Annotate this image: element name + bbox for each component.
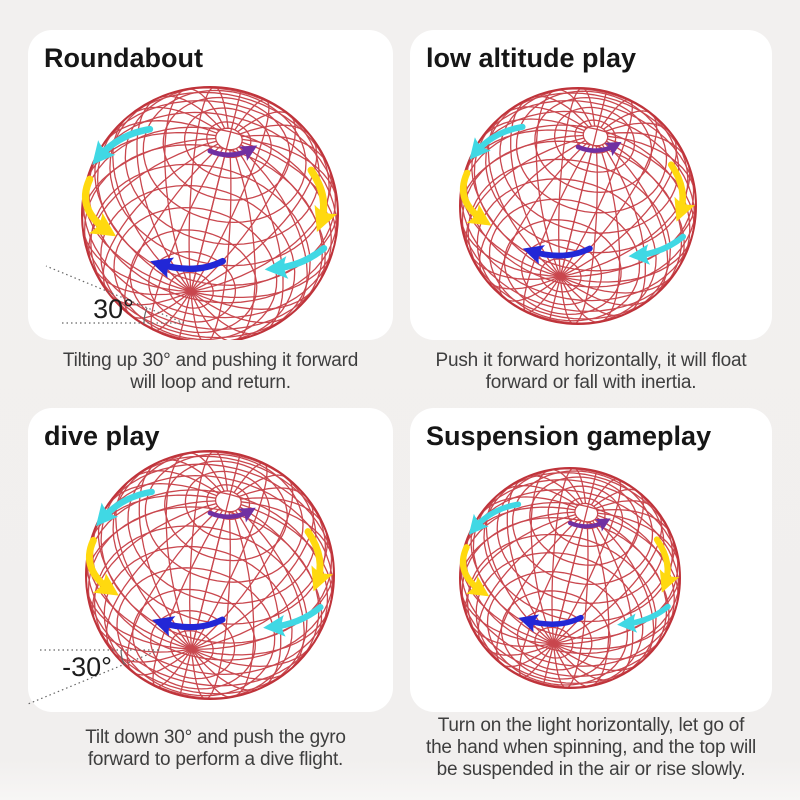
caption-suspension: Turn on the light horizontally, let go o… xyxy=(400,715,782,781)
panel-title: dive play xyxy=(44,421,160,451)
wireframe-sphere xyxy=(85,450,335,700)
sphere-rim xyxy=(85,450,335,700)
caption-low-altitude: Push it forward horizontally, it will fl… xyxy=(410,350,772,394)
panel-roundabout: Roundabout 30° xyxy=(28,30,393,340)
spin-arrow-blue-front xyxy=(152,616,226,637)
panel-suspension: Suspension gameplay xyxy=(410,408,772,712)
spin-arrows xyxy=(459,501,680,633)
spin-arrow-yellow-right xyxy=(304,528,334,592)
angle-label: 30° xyxy=(93,294,134,324)
gyro-sphere-illustration xyxy=(85,450,335,700)
angle-tilt-line xyxy=(28,649,160,705)
panel-title: Suspension gameplay xyxy=(426,421,712,451)
wireframe-sphere xyxy=(459,467,681,689)
spin-arrow-blue-front xyxy=(150,257,226,279)
panel-title: Roundabout xyxy=(44,43,203,73)
panel-dive: dive play -30° xyxy=(28,408,393,712)
caption-roundabout: Tilting up 30° and pushing it forward wi… xyxy=(28,350,393,394)
spin-arrow-yellow-left xyxy=(459,544,490,597)
spin-arrow-purple-pole xyxy=(575,141,622,157)
spin-arrows xyxy=(460,123,696,265)
spin-arrow-cyan-right xyxy=(263,604,324,637)
tilt-angle-annotation xyxy=(45,265,185,324)
spin-arrow-purple-pole xyxy=(207,145,258,161)
spin-arrow-cyan-upper-left xyxy=(468,501,522,535)
spin-arrow-yellow-left xyxy=(85,536,119,596)
gyro-sphere-illustration xyxy=(459,467,681,689)
caption-line: Push it forward horizontally, it will fl… xyxy=(435,350,747,371)
spin-arrows xyxy=(85,488,334,637)
caption-line: Turn on the light horizontally, let go o… xyxy=(437,715,745,736)
spin-arrow-cyan-right xyxy=(617,603,671,633)
spin-arrow-purple-pole xyxy=(567,518,611,532)
spin-arrow-yellow-left xyxy=(81,175,117,237)
caption-line: forward or fall with inertia. xyxy=(485,372,697,393)
angle-arc xyxy=(143,307,148,324)
angle-label: -30° xyxy=(62,652,112,682)
sphere-rim xyxy=(459,87,697,325)
panel-low-altitude: low altitude play xyxy=(410,30,772,340)
spin-arrow-cyan-right xyxy=(264,244,328,279)
spin-arrow-yellow-right xyxy=(307,166,338,233)
sphere-rim xyxy=(459,467,681,689)
spin-arrow-purple-pole xyxy=(207,507,256,523)
spin-arrow-cyan-upper-left xyxy=(92,125,154,165)
wireframe-sphere xyxy=(459,87,697,325)
spin-arrow-blue-front xyxy=(522,245,593,265)
spin-arrow-yellow-left xyxy=(460,169,492,226)
caption-line: Tilting up 30° and pushing it forward xyxy=(62,350,359,371)
spin-arrow-cyan-upper-left xyxy=(95,488,155,527)
angle-arc xyxy=(120,649,125,665)
caption-line: will loop and return. xyxy=(130,372,291,393)
gyro-sphere-illustration xyxy=(459,87,697,325)
caption-line: the hand when spinning, and the top will xyxy=(425,737,757,758)
caption-line: be suspended in the air or rise slowly. xyxy=(436,759,746,780)
tilt-angle-annotation xyxy=(28,649,160,705)
sphere-rim xyxy=(81,86,339,340)
caption-dive: Tilt down 30° and push the gyro forward … xyxy=(28,727,403,771)
spin-arrow-blue-front xyxy=(518,614,584,633)
caption-line: forward to perform a dive flight. xyxy=(87,749,344,770)
spin-arrow-yellow-right xyxy=(667,161,696,222)
caption-line: Tilt down 30° and push the gyro xyxy=(85,727,346,748)
panel-title: low altitude play xyxy=(426,43,637,73)
spin-arrow-cyan-upper-left xyxy=(469,123,526,160)
spin-arrow-yellow-right xyxy=(653,536,680,593)
spin-arrow-cyan-right xyxy=(628,233,687,265)
spin-arrows xyxy=(81,125,338,279)
gyro-sphere-illustration xyxy=(81,86,339,340)
